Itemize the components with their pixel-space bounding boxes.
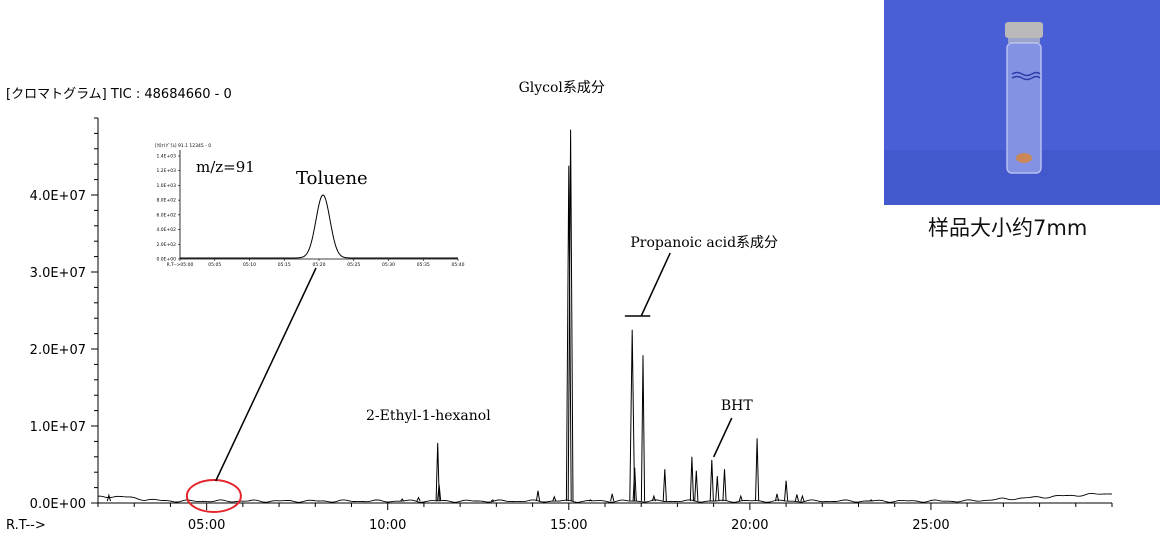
inset-x-tick-label: 05:10 bbox=[243, 262, 256, 268]
y-tick-label: 3.0E+07 bbox=[30, 266, 86, 281]
tic-peak bbox=[588, 499, 593, 502]
vial-logo-wave bbox=[1011, 75, 1041, 81]
inset-y-tick-label: 6.0E+02 bbox=[157, 212, 177, 218]
vial-logo-wave bbox=[1011, 71, 1041, 77]
y-tick-label: 2.0E+07 bbox=[30, 343, 86, 358]
inset-x-tick-label: 05:40 bbox=[452, 262, 465, 268]
inset-y-tick-label: 8.0E+02 bbox=[157, 198, 177, 204]
y-tick-label: 0.0E+00 bbox=[30, 497, 86, 512]
annotation-glycol: Glycol系成分 bbox=[519, 80, 605, 96]
tic-peak bbox=[651, 494, 656, 502]
inset-x-tick-label: 05:05 bbox=[208, 262, 221, 268]
x-tick-label: 20:00 bbox=[731, 518, 768, 533]
tic-peak bbox=[400, 498, 405, 502]
inset-header: [ｸﾛﾏﾄｸﾞﾗﾑ] 91.1 12345 - 0 bbox=[155, 142, 211, 149]
tic-peak bbox=[632, 467, 637, 502]
vial-neck bbox=[1008, 38, 1040, 43]
inset-x-tick-label: 05:20 bbox=[313, 262, 326, 268]
toluene-leader bbox=[215, 267, 317, 482]
vial-image bbox=[884, 0, 1160, 205]
toluene-highlight-circle bbox=[185, 479, 242, 513]
tic-peak bbox=[784, 480, 789, 502]
tic-peak bbox=[437, 484, 442, 502]
x-tick-label: 15:00 bbox=[550, 518, 587, 533]
tic-peak bbox=[106, 493, 111, 502]
tic-peak bbox=[715, 476, 720, 502]
tic-peak bbox=[435, 442, 440, 502]
tic-peak bbox=[709, 459, 714, 502]
y-tick-label: 1.0E+07 bbox=[30, 420, 86, 435]
inset-title: m/z=91 bbox=[196, 158, 255, 176]
inset-y-tick-label: 1.4E+03 bbox=[157, 154, 177, 160]
propanoic-leader bbox=[640, 252, 671, 317]
tic-baseline bbox=[97, 492, 1113, 503]
bht-leader bbox=[712, 417, 733, 458]
x-tick-label: 25:00 bbox=[912, 518, 949, 533]
y-tick-label: 4.0E+07 bbox=[30, 189, 86, 204]
peak-annotations: Glycol系成分 Propanoic acid系成分 BHT 2-Ethyl-1-h… bbox=[185, 80, 778, 513]
tic-peak bbox=[800, 494, 805, 502]
inset-x-tick-label: R.T-->05:00 bbox=[167, 262, 194, 268]
tic-peak bbox=[738, 494, 743, 502]
tic-peak bbox=[567, 129, 574, 502]
chart-axes: 0.0E+00 1.0E+07 2.0E+07 3.0E+07 4.0E+07 05:00… bbox=[6, 87, 1113, 533]
tic-peak bbox=[490, 499, 495, 502]
x-axis-label: R.T--> bbox=[6, 518, 46, 533]
annotation-2-ethyl-1-hexanol: 2-Ethyl-1-hexanol bbox=[366, 408, 491, 424]
tic-trace bbox=[97, 129, 1113, 503]
x-tick-label: 10:00 bbox=[369, 518, 406, 533]
tic-peak bbox=[629, 329, 636, 502]
tic-peak bbox=[774, 493, 780, 502]
inset-y-tick-label: 2.0E+02 bbox=[157, 242, 177, 248]
photo-caption: 样品大小约7mm bbox=[928, 216, 1088, 240]
tic-peak bbox=[722, 469, 727, 502]
vial-body bbox=[1006, 42, 1042, 174]
chart-title: [クロマトグラム] TIC : 48684660 - 0 bbox=[6, 87, 232, 102]
tic-peak bbox=[565, 165, 572, 502]
inset-x-tick-label: 05:15 bbox=[278, 262, 291, 268]
inset-y-tick-label: 0.0E+00 bbox=[157, 257, 177, 263]
tic-peak bbox=[689, 456, 694, 502]
tic-peak bbox=[535, 490, 541, 502]
toluene-inset-chart: [ｸﾛﾏﾄｸﾞﾗﾑ] 91.1 12345 - 0 1.4E+03 1.2E+03 1… bbox=[155, 142, 465, 268]
x-tick-label: 05:00 bbox=[188, 518, 225, 533]
tic-peak bbox=[755, 438, 760, 502]
tic-peak bbox=[794, 494, 799, 502]
sample-vial-photo bbox=[884, 0, 1160, 205]
tic-peak bbox=[869, 499, 874, 502]
tic-peak bbox=[640, 355, 646, 502]
inset-x-tick-label: 05:35 bbox=[417, 262, 430, 268]
inset-y-tick-label: 4.0E+02 bbox=[157, 227, 177, 233]
tic-peak bbox=[416, 496, 421, 502]
tic-peak bbox=[610, 493, 615, 502]
inset-x-tick-label: 05:30 bbox=[382, 262, 395, 268]
tic-peak bbox=[662, 469, 667, 502]
sample-piece bbox=[1016, 153, 1032, 163]
inset-x-tick-label: 05:25 bbox=[347, 262, 360, 268]
inset-y-tick-label: 1.2E+03 bbox=[157, 168, 177, 174]
tic-peak bbox=[694, 470, 699, 502]
vial-cap bbox=[1005, 22, 1043, 38]
inset-y-tick-label: 1.0E+03 bbox=[157, 183, 177, 189]
annotation-propanoic-acid: Propanoic acid系成分 bbox=[630, 235, 778, 251]
inset-peak bbox=[180, 194, 458, 259]
tic-peak bbox=[552, 495, 557, 502]
annotation-bht: BHT bbox=[721, 398, 753, 414]
inset-peak-label: Toluene bbox=[296, 168, 368, 189]
